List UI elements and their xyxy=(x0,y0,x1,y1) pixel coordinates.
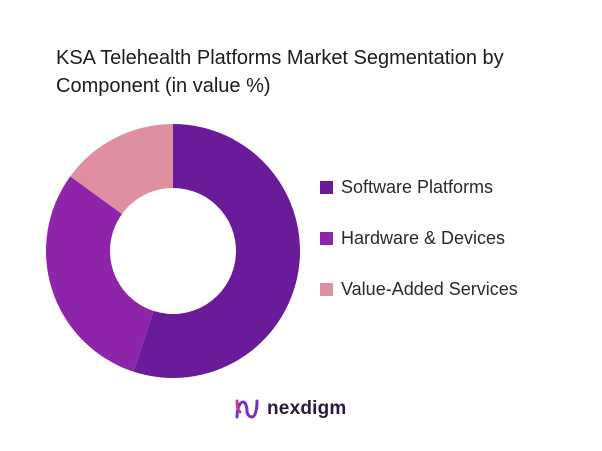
donut-slices xyxy=(45,124,300,378)
legend-label: Value-Added Services xyxy=(341,278,518,299)
legend-item-hardware-devices: Hardware & Devices xyxy=(320,227,518,249)
brand-footer: nexdigm xyxy=(234,398,347,420)
donut-slice-value-added-services xyxy=(70,124,173,214)
chart-title: KSA Telehealth Platforms Market Segmenta… xyxy=(56,47,504,97)
donut-slice-hardware-devices xyxy=(45,176,154,372)
legend-label: Software Platforms xyxy=(341,176,494,197)
legend-item-software-platforms: Software Platforms xyxy=(320,176,518,198)
legend-swatch xyxy=(320,231,333,245)
brand-name: nexdigm xyxy=(267,398,347,419)
legend-label: Hardware & Devices xyxy=(341,227,506,248)
legend-swatch xyxy=(320,180,333,194)
legend-item-value-added-services: Value-Added Services xyxy=(320,278,518,300)
legend-swatch xyxy=(320,282,333,296)
donut-slice-software-platforms xyxy=(133,124,300,378)
nexdigm-logo-icon xyxy=(235,399,259,419)
chart-legend: Software Platforms Hardware & Devices Va… xyxy=(320,176,518,329)
